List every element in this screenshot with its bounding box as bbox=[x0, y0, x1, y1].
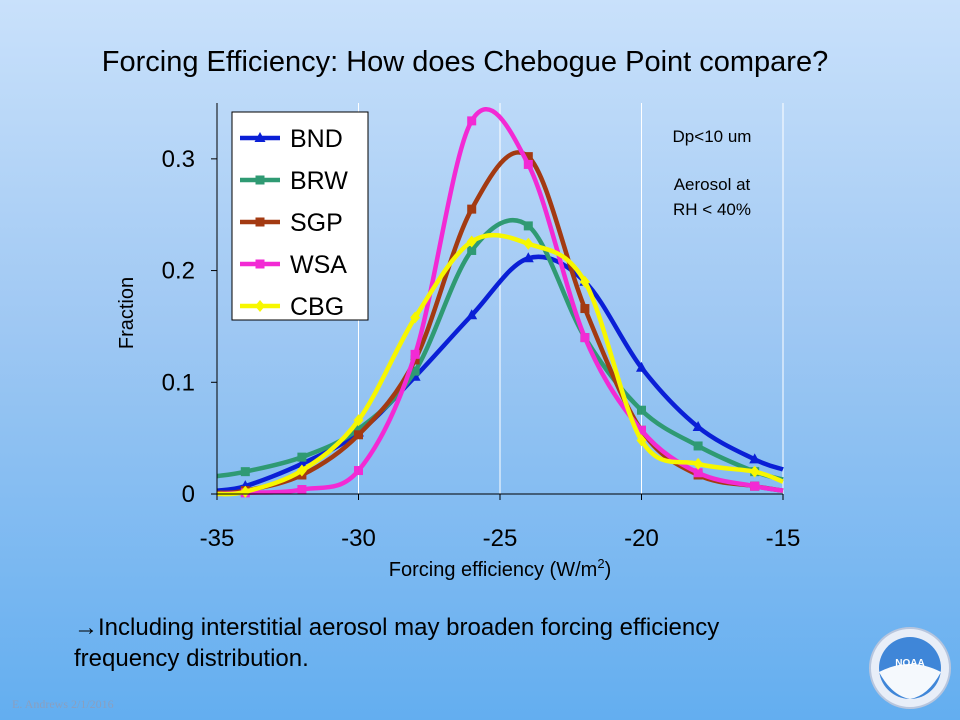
legend-marker-cbg bbox=[255, 300, 265, 312]
data-point-brw bbox=[297, 452, 307, 462]
legend-label-sgp: SGP bbox=[290, 209, 343, 237]
legend-label-bnd: BND bbox=[290, 125, 343, 153]
series-line-wsa bbox=[216, 107, 784, 497]
legend-marker-bnd bbox=[254, 132, 266, 142]
data-point-cbg bbox=[579, 275, 590, 288]
slide-title: Forcing Efficiency: How does Chebogue Po… bbox=[101, 46, 829, 78]
data-point-cbg bbox=[636, 434, 647, 447]
data-point-sgp bbox=[523, 152, 533, 162]
data-point-cbg bbox=[410, 311, 421, 324]
arrow-icon: → bbox=[74, 614, 98, 641]
data-point-sgp bbox=[467, 204, 477, 214]
logo-text: NOAA bbox=[895, 658, 924, 669]
data-point-bnd bbox=[296, 457, 308, 468]
x-tick-label: -25 bbox=[483, 525, 518, 552]
series-cbg bbox=[216, 232, 784, 498]
line-chart: 0 0.1 0.2 0.3 -35 -30 -25 -20 -15 Forcing efficie… bbox=[116, 103, 800, 581]
noaa-logo-icon: NOAA bbox=[869, 627, 951, 709]
legend-box bbox=[231, 111, 369, 321]
legend-marker-wsa bbox=[255, 259, 265, 269]
x-tick-label: -15 bbox=[766, 525, 801, 552]
data-point-brw bbox=[637, 405, 646, 415]
x-axis-label: Forcing efficiency (W/m2) bbox=[389, 556, 611, 581]
data-point-cbg bbox=[353, 414, 364, 427]
data-point-cbg bbox=[693, 457, 704, 470]
data-point-cbg bbox=[240, 485, 251, 498]
data-point-wsa bbox=[410, 349, 420, 359]
y-tick-label: 0.1 bbox=[162, 369, 195, 396]
data-point-bnd bbox=[522, 252, 534, 263]
legend-marker-brw bbox=[255, 175, 265, 185]
data-point-brw bbox=[523, 221, 533, 231]
series-wsa bbox=[216, 107, 784, 498]
data-point-bnd bbox=[636, 361, 647, 372]
x-tick-label: -20 bbox=[624, 525, 659, 552]
footer-author-date: E. Andrews 2/1/2016 bbox=[12, 697, 114, 711]
data-point-brw bbox=[410, 366, 420, 376]
data-point-wsa bbox=[580, 333, 590, 343]
data-point-cbg bbox=[523, 237, 534, 250]
legend-marker-sgp bbox=[255, 217, 265, 227]
data-point-wsa bbox=[750, 481, 760, 491]
data-point-wsa bbox=[693, 468, 703, 478]
note-line-1: Including interstitial aerosol may broad… bbox=[98, 614, 720, 641]
data-point-wsa bbox=[523, 159, 533, 169]
data-point-cbg bbox=[296, 464, 307, 477]
series-lines bbox=[216, 107, 784, 498]
slide-note: →Including interstitial aerosol may broa… bbox=[74, 612, 719, 674]
data-point-brw bbox=[354, 424, 363, 434]
data-point-cbg bbox=[466, 235, 477, 248]
legend-label-cbg: CBG bbox=[290, 293, 344, 321]
data-point-sgp bbox=[354, 430, 363, 440]
data-point-sgp bbox=[580, 304, 590, 314]
note-line-2: frequency distribution. bbox=[74, 645, 309, 672]
data-point-bnd bbox=[749, 453, 761, 464]
y-tick-label: 0 bbox=[182, 481, 195, 508]
data-point-wsa bbox=[467, 116, 477, 126]
annotation-size-cut: Dp<10 um bbox=[673, 127, 752, 146]
data-point-bnd bbox=[692, 420, 704, 431]
y-tick-label: 0.2 bbox=[162, 258, 195, 285]
legend-label-brw: BRW bbox=[290, 167, 348, 195]
data-point-cbg bbox=[749, 465, 760, 478]
data-point-bnd bbox=[466, 309, 478, 320]
data-point-brw bbox=[240, 467, 250, 477]
x-tick-label: -35 bbox=[200, 525, 235, 552]
data-point-brw bbox=[693, 441, 703, 451]
data-point-wsa bbox=[297, 485, 307, 495]
y-axis-label: Fraction bbox=[116, 277, 138, 349]
data-point-wsa bbox=[354, 466, 363, 476]
data-point-brw bbox=[467, 245, 477, 255]
data-point-wsa bbox=[637, 425, 646, 435]
legend-label-wsa: WSA bbox=[290, 251, 347, 279]
legend: BND BRW SGP WSA CBG bbox=[231, 111, 369, 321]
axes: 0 0.1 0.2 0.3 -35 -30 -25 -20 -15 Forcing efficie… bbox=[116, 103, 800, 581]
y-tick-label: 0.3 bbox=[162, 146, 195, 173]
x-tick-label: -30 bbox=[341, 525, 376, 552]
annotations: Dp<10 um Aerosol at RH < 40% bbox=[673, 127, 752, 219]
annotation-aerosol: Aerosol at bbox=[674, 175, 751, 194]
annotation-rh: RH < 40% bbox=[673, 200, 751, 219]
